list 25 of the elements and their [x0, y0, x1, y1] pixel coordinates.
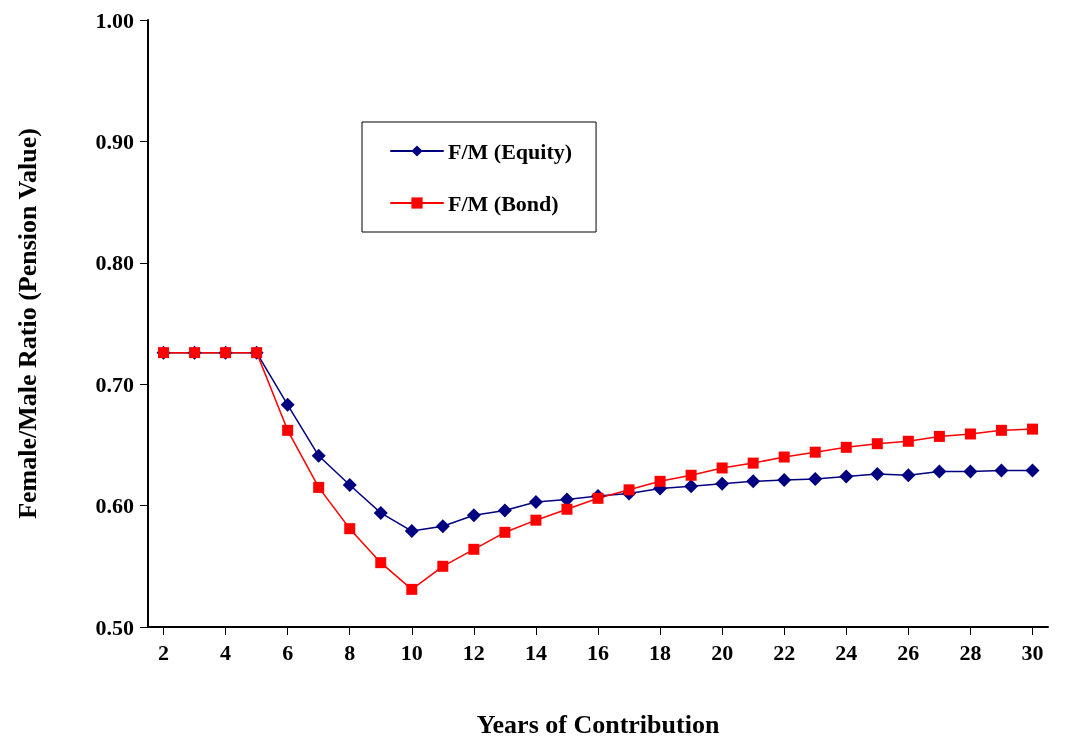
- y-tick-label: 0.60: [95, 493, 134, 519]
- legend-label: F/M (Bond): [448, 190, 559, 216]
- x-tick-label: 6: [282, 639, 294, 665]
- x-tick-label: 26: [897, 639, 920, 665]
- x-tick-label: 22: [773, 639, 796, 665]
- x-tick-label: 20: [711, 639, 734, 665]
- x-tick-label: 30: [1021, 639, 1044, 665]
- x-axis-title: Years of Contribution: [476, 709, 720, 739]
- y-tick-label: 0.50: [95, 614, 134, 640]
- y-axis-title: Female/Male Ratio (Pension Value): [12, 128, 42, 519]
- y-tick-label: 1.00: [95, 7, 134, 33]
- x-tick-label: 16: [587, 639, 609, 665]
- y-tick-label: 0.80: [95, 250, 134, 276]
- x-tick-label: 18: [649, 639, 672, 665]
- y-tick-label: 0.90: [95, 128, 134, 154]
- x-tick-label: 28: [959, 639, 982, 665]
- legend-label: F/M (Equity): [448, 138, 573, 164]
- x-tick-label: 8: [344, 639, 356, 665]
- x-tick-label: 2: [158, 639, 170, 665]
- x-tick-label: 12: [462, 639, 485, 665]
- x-tick-label: 24: [835, 639, 858, 665]
- x-tick-label: 4: [220, 639, 232, 665]
- x-tick-label: 10: [400, 639, 423, 665]
- x-tick-label: 14: [524, 639, 547, 665]
- y-tick-label: 0.70: [95, 371, 134, 397]
